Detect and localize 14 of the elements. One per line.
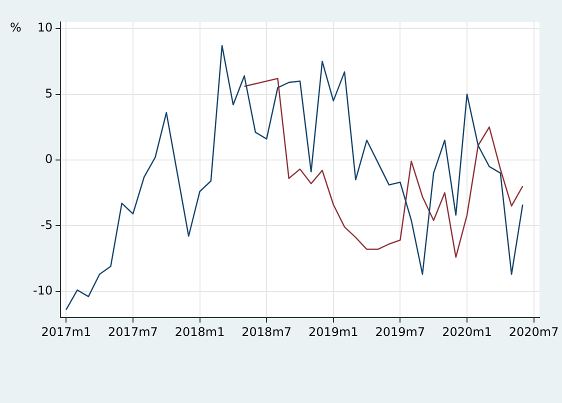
x-tick-label: 2018m1	[174, 324, 225, 339]
y-tick-label: -10	[32, 283, 53, 298]
x-tick-label: 2018m7	[242, 324, 292, 339]
x-tick-label: 2017m1	[41, 324, 92, 339]
y-tick-label: 10	[37, 20, 53, 35]
x-tick-label: 2017m7	[108, 324, 158, 339]
x-tick-label: 2020m7	[508, 324, 559, 339]
x-tick-label: 2020m1	[442, 324, 492, 339]
x-tick-label: 2019m1	[308, 324, 358, 339]
y-tick-label: -5	[40, 218, 53, 232]
y-axis-title: %	[10, 20, 22, 35]
y-tick-label: 5	[44, 86, 53, 100]
x-tick-label: 2019m7	[375, 324, 426, 339]
y-tick-label: 0	[44, 152, 53, 166]
